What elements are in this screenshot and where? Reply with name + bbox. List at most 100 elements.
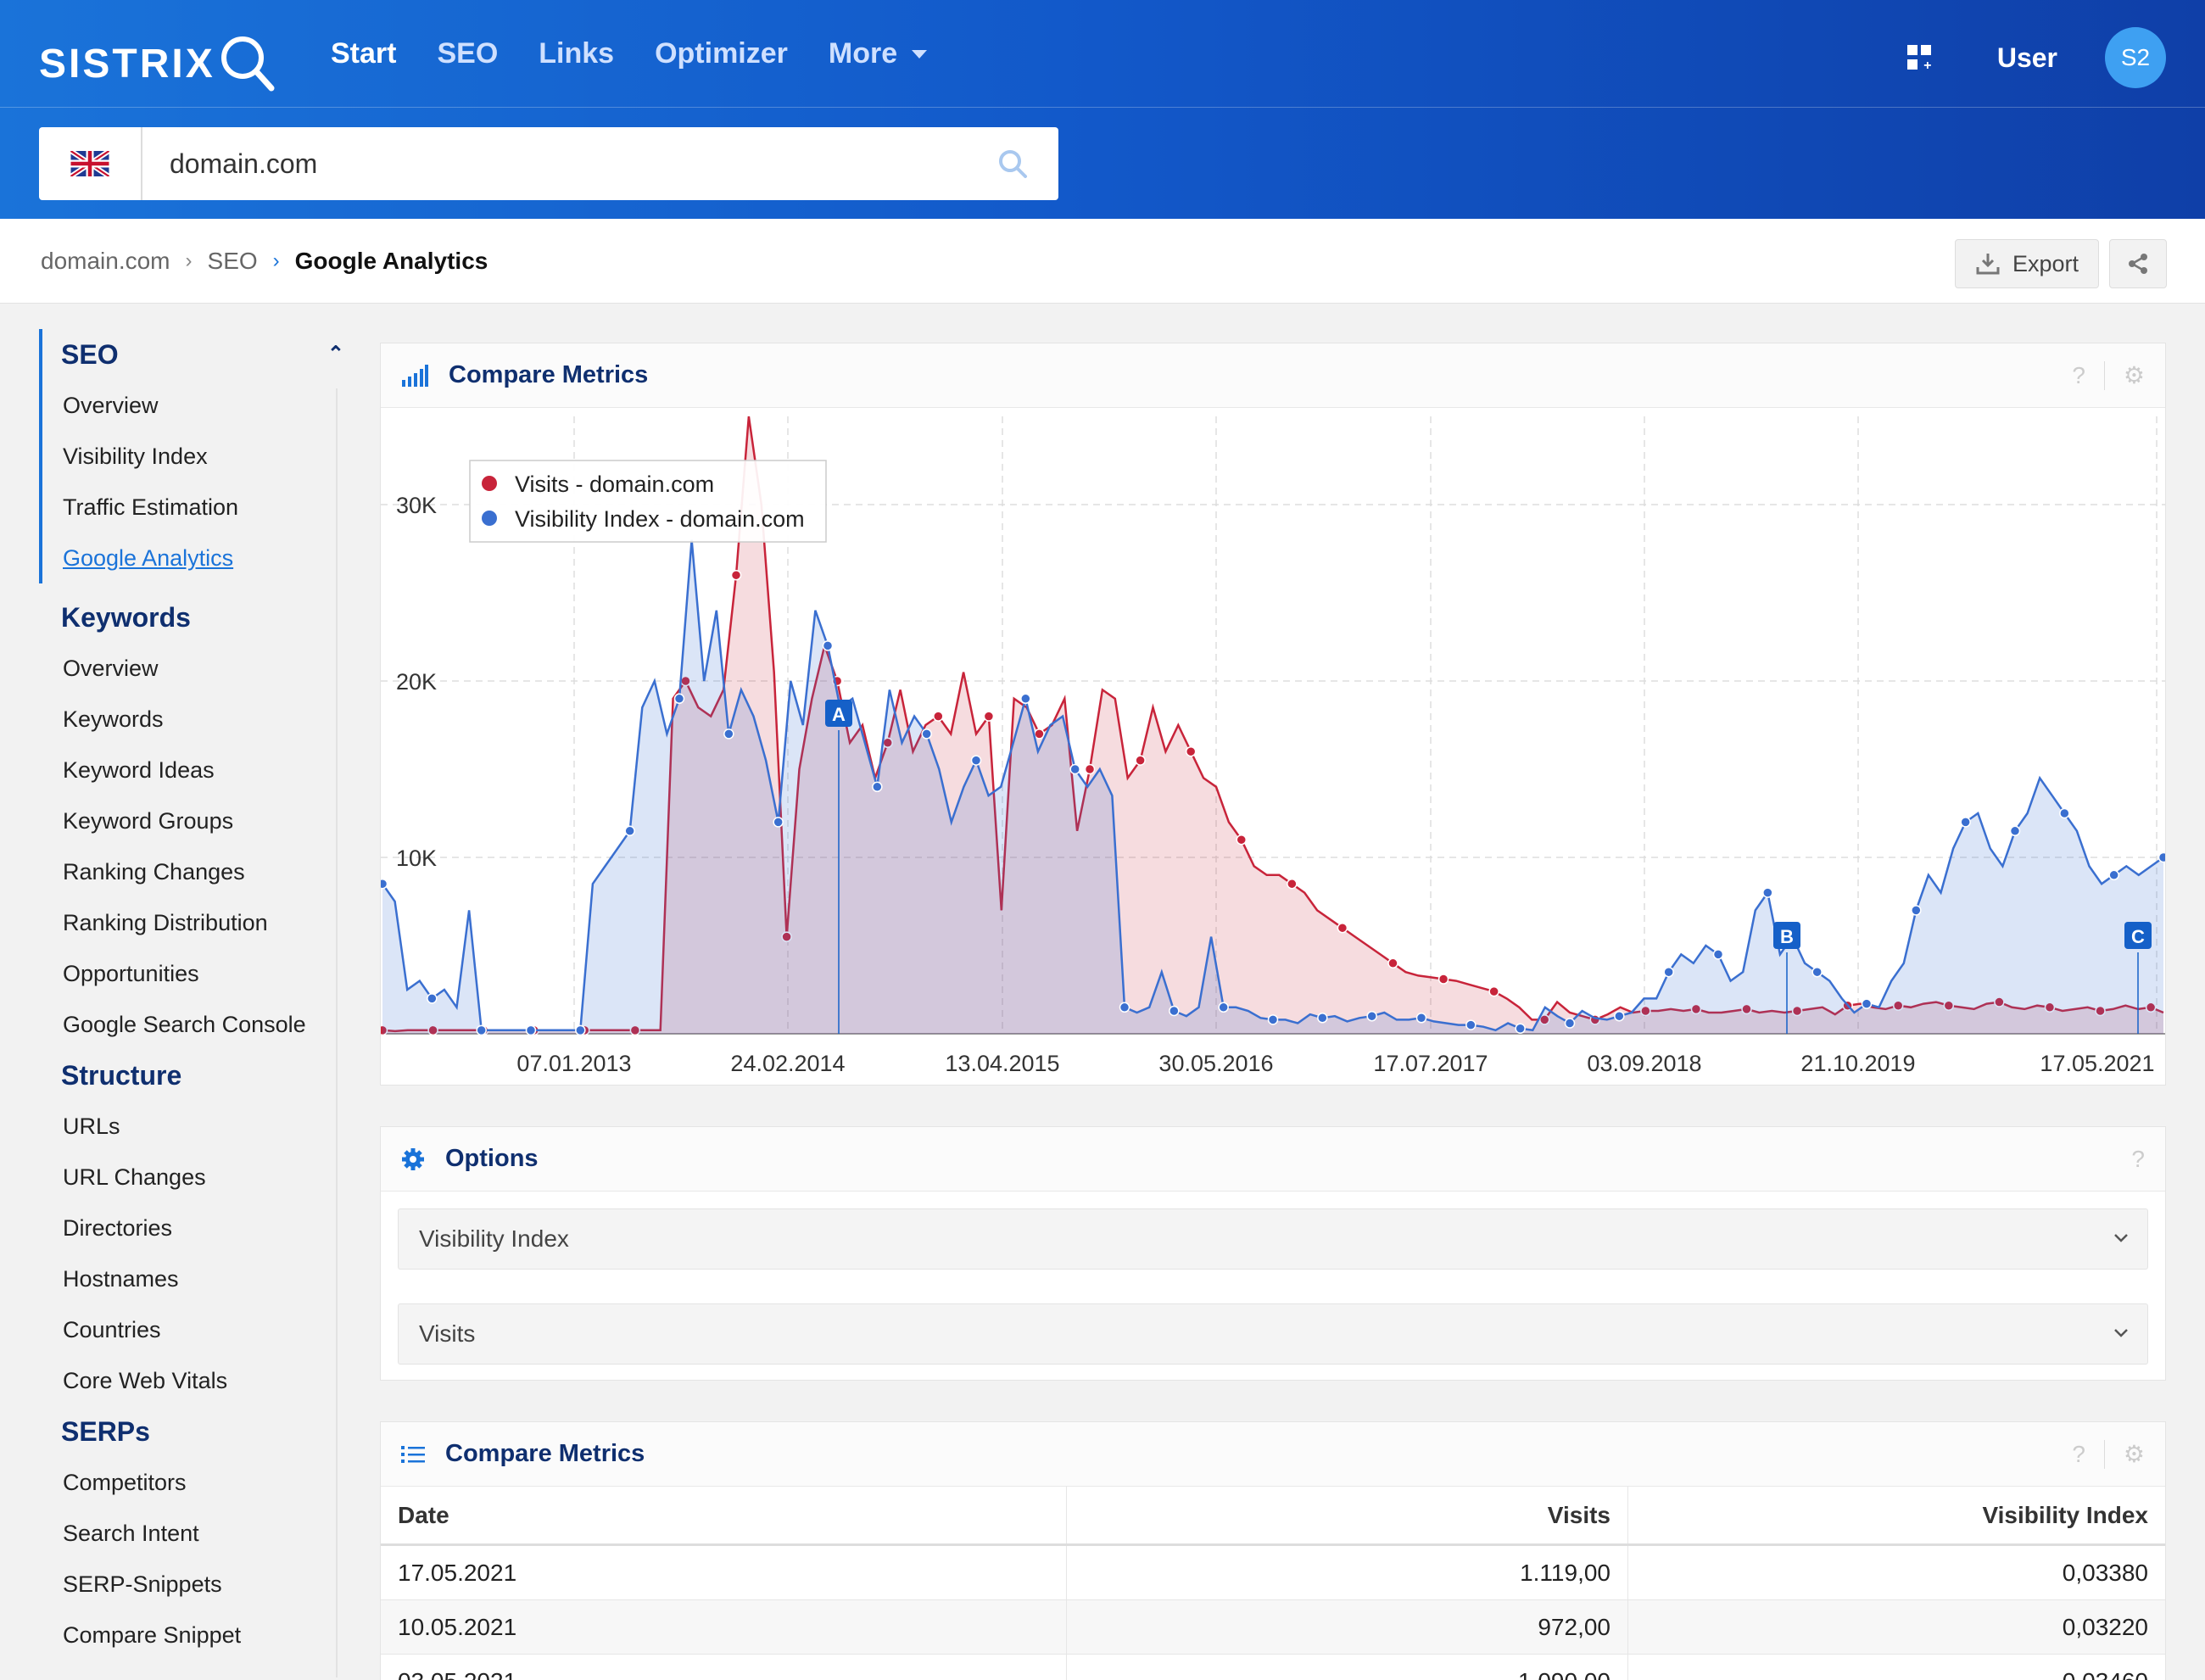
user-menu[interactable]: User bbox=[1996, 42, 2057, 73]
nav-links[interactable]: Links bbox=[539, 37, 615, 70]
sidebar-item-core-web-vitals[interactable]: Core Web Vitals bbox=[63, 1368, 228, 1393]
metric-select-2[interactable]: Visits bbox=[398, 1303, 2148, 1365]
series-point-1 bbox=[1911, 905, 1922, 916]
sidebar-item-overview[interactable]: Overview bbox=[63, 393, 159, 418]
series-point-1 bbox=[1762, 887, 1773, 898]
sidebar-section-structure[interactable]: Structure bbox=[61, 1060, 182, 1091]
nav-seo[interactable]: SEO bbox=[437, 37, 499, 70]
gear-icon bbox=[402, 1147, 424, 1170]
nav-start[interactable]: Start bbox=[331, 37, 397, 70]
series-point-1 bbox=[624, 825, 635, 837]
series-point-1 bbox=[1811, 966, 1823, 978]
series-point-0 bbox=[1437, 974, 1449, 985]
series-point-0 bbox=[1084, 763, 1096, 775]
sidebar-item-serp-snippets[interactable]: SERP-Snippets bbox=[63, 1571, 222, 1597]
series-point-1 bbox=[2108, 869, 2119, 881]
table-panel-header: Compare Metrics ? ⚙ bbox=[381, 1422, 2165, 1487]
export-label: Export bbox=[2012, 250, 2079, 276]
sidebar-item-traffic-estimation[interactable]: Traffic Estimation bbox=[63, 494, 239, 520]
series-point-0 bbox=[629, 1024, 641, 1036]
cell-visibility: 0,03460 bbox=[1627, 1655, 2165, 1680]
series-point-1 bbox=[921, 728, 932, 740]
series-point-0 bbox=[2145, 1002, 2157, 1013]
nav-more[interactable]: More bbox=[829, 37, 928, 70]
sidebar-item-ranking-distribution[interactable]: Ranking Distribution bbox=[63, 910, 268, 935]
download-icon bbox=[1976, 254, 2000, 275]
series-point-0 bbox=[1185, 745, 1197, 757]
breadcrumb-current: Google Analytics bbox=[294, 248, 488, 274]
sidebar-item-url-changes[interactable]: URL Changes bbox=[63, 1164, 206, 1190]
series-point-1 bbox=[1317, 1013, 1328, 1024]
sidebar-item-visibility-index[interactable]: Visibility Index bbox=[63, 444, 208, 469]
series-point-1 bbox=[1960, 817, 1971, 828]
sidebar-item-google-search-console[interactable]: Google Search Console bbox=[63, 1012, 306, 1037]
chart-legend bbox=[469, 460, 827, 543]
event-marker-b bbox=[1773, 922, 1800, 949]
x-tick-label: 17.07.2017 bbox=[1373, 1051, 1488, 1076]
nav-optimizer[interactable]: Optimizer bbox=[655, 37, 788, 70]
cell-visits: 1.119,00 bbox=[1066, 1546, 1627, 1599]
sidebar-item-opportunities[interactable]: Opportunities bbox=[63, 961, 199, 986]
apps-grid-icon[interactable]: + bbox=[1906, 45, 1933, 73]
caret-down-icon bbox=[912, 49, 928, 59]
event-marker-a bbox=[825, 700, 852, 727]
nav-more-label: More bbox=[828, 37, 898, 70]
sidebar-item-kw-overview[interactable]: Overview bbox=[63, 656, 159, 681]
sidebar-item-ranking-changes[interactable]: Ranking Changes bbox=[63, 859, 245, 885]
help-icon[interactable]: ? bbox=[2072, 361, 2085, 388]
series-point-1 bbox=[476, 1024, 487, 1036]
help-icon[interactable]: ? bbox=[2131, 1145, 2145, 1172]
chevron-right-icon: › bbox=[185, 249, 193, 272]
y-tick-label: 10K bbox=[396, 846, 437, 871]
sidebar-item-hostnames[interactable]: Hostnames bbox=[63, 1266, 179, 1292]
search-icon[interactable] bbox=[997, 148, 1028, 179]
sidebar-section-keywords[interactable]: Keywords bbox=[61, 602, 191, 633]
y-tick-label: 30K bbox=[396, 493, 437, 518]
export-button[interactable]: Export bbox=[1955, 239, 2099, 288]
series-point-0 bbox=[1994, 996, 2005, 1007]
breadcrumb-seo[interactable]: SEO bbox=[207, 248, 258, 274]
chevron-up-icon[interactable]: ⌃ bbox=[327, 343, 344, 366]
series-point-1 bbox=[1218, 1002, 1229, 1013]
table-header-row: Date Visits Visibility Index bbox=[381, 1487, 2165, 1546]
col-visits[interactable]: Visits bbox=[1066, 1487, 1627, 1543]
series-point-1 bbox=[1861, 998, 1873, 1009]
series-point-0 bbox=[2044, 1002, 2056, 1013]
uk-flag-icon[interactable] bbox=[39, 127, 142, 200]
col-visibility-index[interactable]: Visibility Index bbox=[1627, 1487, 2165, 1543]
sidebar-item-compare-snippet[interactable]: Compare Snippet bbox=[63, 1622, 242, 1648]
sidebar-item-keywords[interactable]: Keywords bbox=[63, 706, 164, 732]
bar-chart-icon bbox=[402, 364, 428, 387]
col-date[interactable]: Date bbox=[398, 1501, 449, 1528]
help-icon[interactable]: ? bbox=[2072, 1440, 2085, 1467]
sidebar-item-directories[interactable]: Directories bbox=[63, 1215, 173, 1241]
sidebar-item-urls[interactable]: URLs bbox=[63, 1113, 120, 1139]
event-marker-c bbox=[2124, 922, 2152, 949]
sidebar-item-keyword-ideas[interactable]: Keyword Ideas bbox=[63, 757, 215, 783]
series-point-0 bbox=[1236, 834, 1248, 846]
series-point-1 bbox=[427, 993, 438, 1004]
sidebar-section-seo[interactable]: SEO ⌃ bbox=[42, 329, 344, 380]
gear-icon[interactable]: ⚙ bbox=[2123, 1441, 2145, 1467]
sistrix-logo[interactable]: SISTRIX bbox=[39, 34, 276, 93]
sidebar-item-search-intent[interactable]: Search Intent bbox=[63, 1521, 199, 1546]
sidebar-item-countries[interactable]: Countries bbox=[63, 1317, 161, 1342]
event-marker-label: B bbox=[1780, 926, 1794, 947]
share-button[interactable] bbox=[2109, 239, 2167, 288]
series-point-1 bbox=[872, 781, 883, 793]
sidebar-section-serps[interactable]: SERPs bbox=[61, 1416, 150, 1447]
sidebar-item-keyword-groups[interactable]: Keyword Groups bbox=[63, 808, 234, 834]
sidebar-item-google-analytics[interactable]: Google Analytics bbox=[63, 545, 234, 571]
cell-date: 17.05.2021 bbox=[398, 1559, 517, 1586]
gear-icon[interactable]: ⚙ bbox=[2123, 362, 2145, 388]
metric-select-1[interactable]: Visibility Index bbox=[398, 1208, 2148, 1270]
avatar[interactable]: S2 bbox=[2105, 27, 2166, 88]
legend-swatch bbox=[482, 476, 497, 491]
sidebar-item-competitors[interactable]: Competitors bbox=[63, 1470, 187, 1495]
search-input[interactable]: domain.com bbox=[170, 148, 318, 179]
series-point-0 bbox=[781, 931, 792, 942]
series-point-0 bbox=[1640, 1005, 1651, 1017]
table-row: 10.05.2021 972,00 0,03220 bbox=[381, 1600, 2165, 1655]
series-point-1 bbox=[381, 878, 388, 890]
breadcrumb-domain[interactable]: domain.com bbox=[41, 248, 170, 274]
